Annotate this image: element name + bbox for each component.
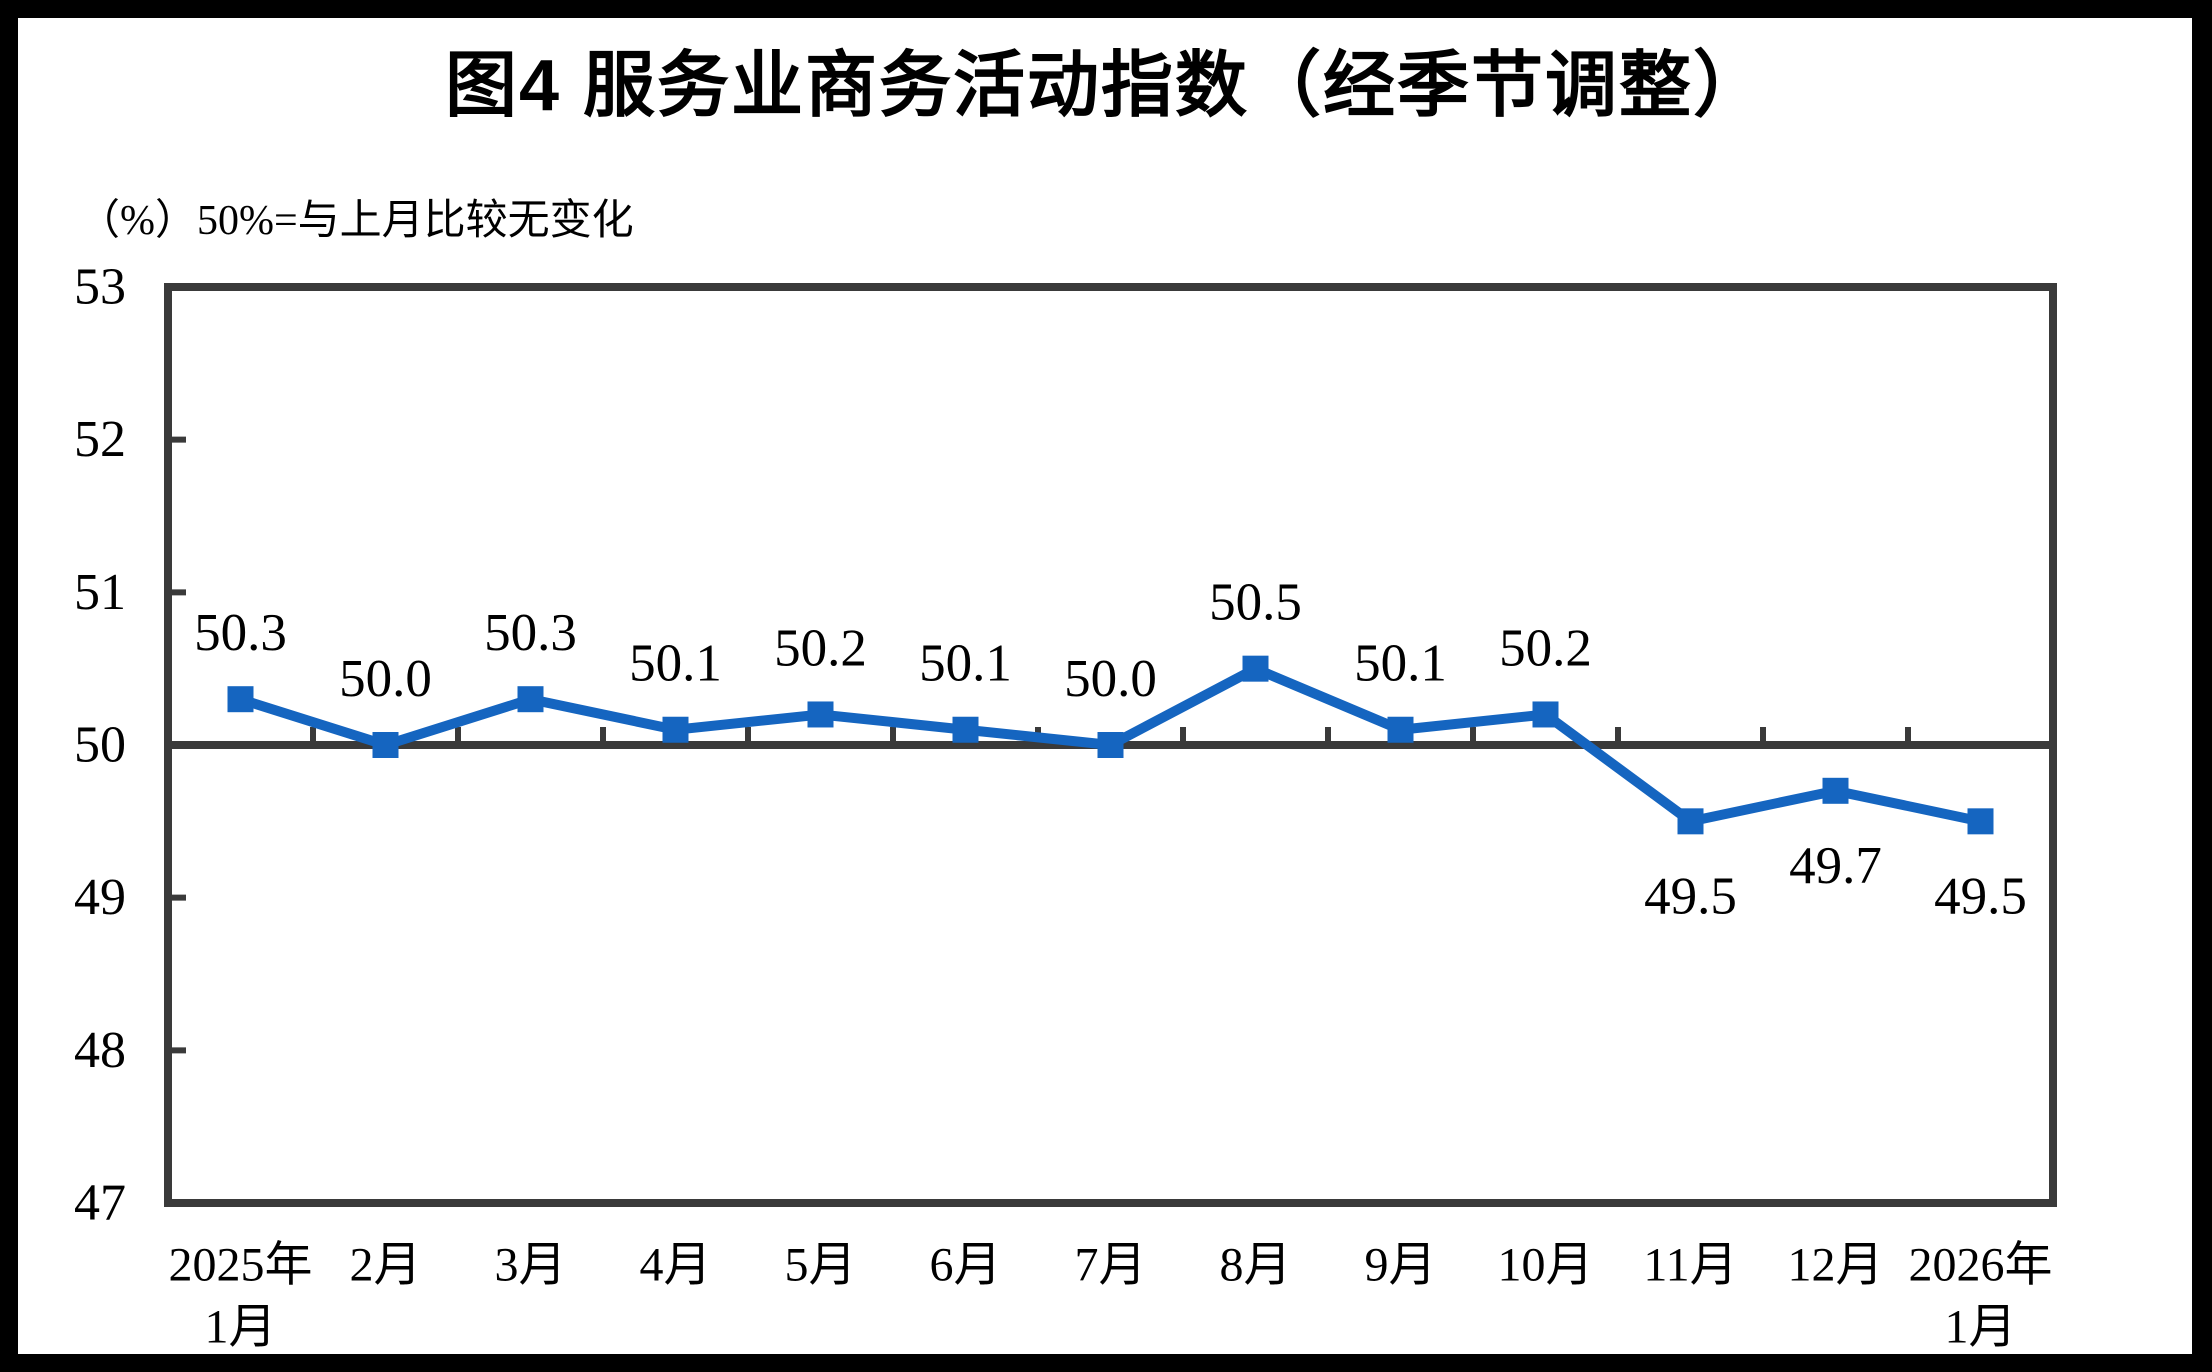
data-point-marker: [1967, 808, 1994, 835]
data-point-label: 50.1: [1354, 635, 1447, 693]
data-point-marker: [1242, 655, 1269, 682]
y-axis-tick-label: 53: [74, 259, 126, 316]
x-axis-label: 10月: [1497, 1239, 1593, 1292]
data-point-marker: [952, 716, 979, 743]
x-axis-label: 2025年: [168, 1239, 312, 1292]
data-point-label: 49.5: [1934, 867, 2027, 925]
data-point-label: 50.3: [194, 604, 287, 662]
data-point-label: 50.1: [919, 635, 1012, 693]
y-axis-tick-label: 52: [74, 411, 126, 468]
data-point-label: 49.7: [1789, 837, 1882, 895]
data-point-label: 50.2: [1499, 619, 1592, 677]
x-axis-label: 6月: [929, 1239, 1001, 1292]
x-axis-label: 7月: [1074, 1239, 1146, 1292]
line-chart: 53 52 51 50 49 48 47 2025年 1月 2月 3月 4月 5月 6月 7月 8月 9月 10月…: [74, 259, 2057, 1354]
x-axis-label: 5月: [784, 1239, 856, 1292]
data-point-marker: [227, 686, 254, 713]
x-axis-label: 1月: [204, 1301, 276, 1354]
chart-title: 图4 服务业商务活动指数（经季节调整）: [444, 46, 1768, 126]
x-axis-label: 9月: [1364, 1239, 1436, 1292]
data-point-label: 50.1: [629, 635, 722, 693]
x-axis-label: 12月: [1787, 1239, 1883, 1292]
data-point-marker: [662, 716, 689, 743]
data-point-marker: [807, 701, 834, 728]
y-axis-tick-label: 51: [74, 564, 126, 621]
chart-canvas: 图4 服务业商务活动指数（经季节调整） （%）50%=与上月比较无变化 53 52…: [18, 18, 2192, 1354]
data-point-marker: [1532, 701, 1559, 728]
data-point-label: 50.2: [774, 619, 867, 677]
axis-unit-note: （%）50%=与上月比较无变化: [78, 198, 634, 244]
y-axis-tick-label: 50: [74, 717, 126, 774]
data-point-marker: [1677, 808, 1704, 835]
data-point-label: 50.0: [339, 650, 432, 708]
y-axis-tick-label: 48: [74, 1022, 126, 1079]
data-point-label: 50.5: [1209, 574, 1302, 632]
data-point-marker: [1097, 732, 1124, 758]
data-point-marker: [372, 732, 399, 758]
data-point-label: 50.3: [484, 604, 577, 662]
data-point-label: 50.0: [1064, 650, 1157, 708]
data-point-label: 49.5: [1644, 867, 1737, 925]
x-axis-label: 2月: [349, 1239, 421, 1292]
x-axis-label: 2026年: [1908, 1239, 2052, 1292]
x-axis-label: 8月: [1219, 1239, 1291, 1292]
y-axis-tick-label: 47: [74, 1175, 126, 1232]
x-axis-label: 11月: [1643, 1239, 1737, 1292]
data-point-marker: [1822, 777, 1849, 804]
x-axis-label: 1月: [1944, 1301, 2016, 1354]
x-axis-label: 3月: [494, 1239, 566, 1292]
x-axis-label: 4月: [639, 1239, 711, 1292]
data-point-marker: [1387, 716, 1414, 743]
y-axis-tick-label: 49: [74, 869, 126, 926]
data-point-marker: [517, 686, 544, 713]
